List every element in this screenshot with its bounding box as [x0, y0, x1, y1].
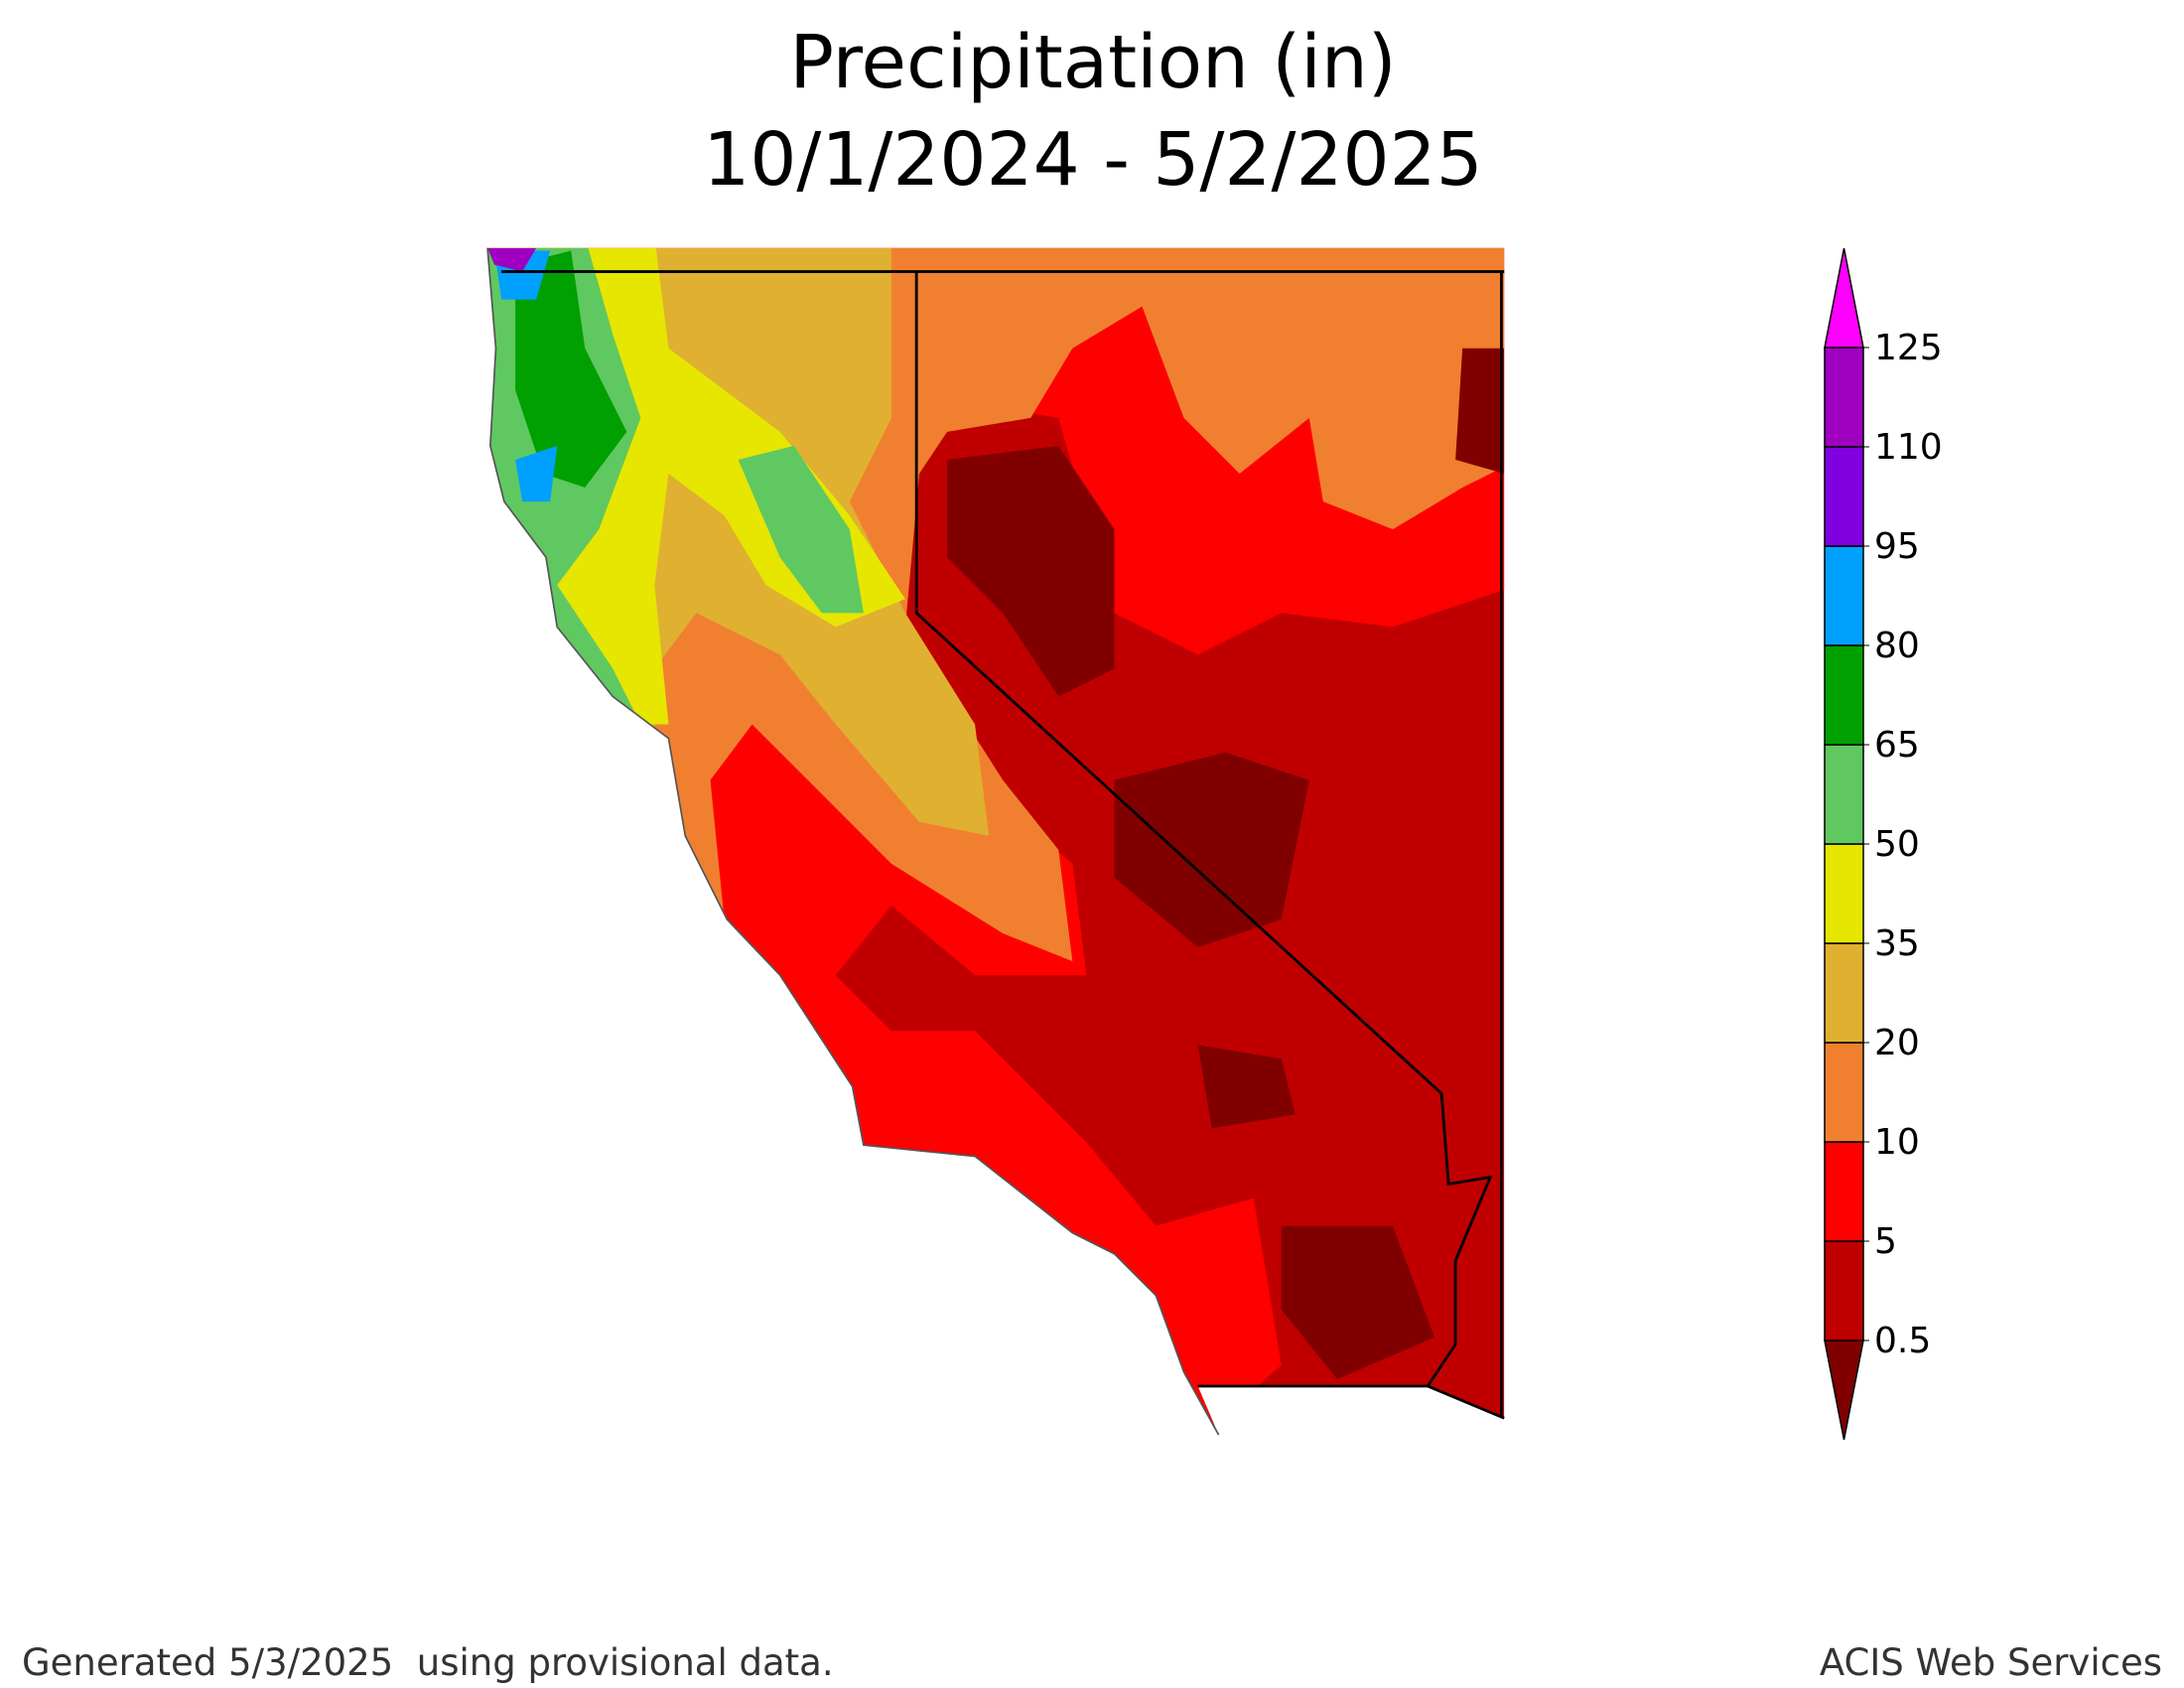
legend-color: [1824, 942, 1864, 1044]
legend-color: [1824, 347, 1864, 448]
legend-color: [1824, 1240, 1864, 1341]
legend-color: [1824, 247, 1864, 349]
field-green: [738, 445, 864, 614]
legend-color: [1824, 446, 1864, 547]
footer-right: ACIS Web Services: [1820, 1641, 2162, 1684]
legend-color: [1824, 1042, 1864, 1143]
legend-label: 80: [1874, 626, 1920, 666]
legend-color: [1824, 1141, 1864, 1242]
borders: [486, 247, 1505, 1436]
legend-color: [1824, 644, 1864, 746]
legend-label: 10: [1874, 1122, 1920, 1163]
legend-label: 50: [1874, 824, 1920, 865]
legend-label: 0.5: [1874, 1321, 1931, 1361]
legend-color: [1824, 744, 1864, 845]
field-blue: [494, 250, 558, 502]
legend-color: [1824, 843, 1864, 944]
map: [486, 247, 1505, 1436]
legend-label: 35: [1874, 923, 1920, 964]
legend-label: 110: [1874, 427, 1943, 468]
field-purple: [487, 247, 537, 272]
title-line: 10/1/2024 - 5/2/2025: [703, 117, 1483, 203]
footer-left: Generated 5/3/2025 using provisional dat…: [22, 1641, 834, 1684]
field-darkred: [947, 348, 1505, 1379]
field-darkgreen: [515, 250, 627, 489]
legend-label: 20: [1874, 1023, 1920, 1063]
legend: 0.5 5 10 20 35 50 65 80 95 110 125: [1824, 247, 1943, 1441]
legend-label: 65: [1874, 725, 1920, 766]
legend-label: 95: [1874, 526, 1920, 567]
legend-color: [1824, 545, 1864, 646]
legend-color: [1824, 1339, 1864, 1441]
legend-label: 125: [1874, 328, 1943, 368]
legend-label: 5: [1874, 1221, 1897, 1262]
title-line: Precipitation (in): [789, 20, 1396, 105]
precip-field: [487, 247, 1505, 1436]
